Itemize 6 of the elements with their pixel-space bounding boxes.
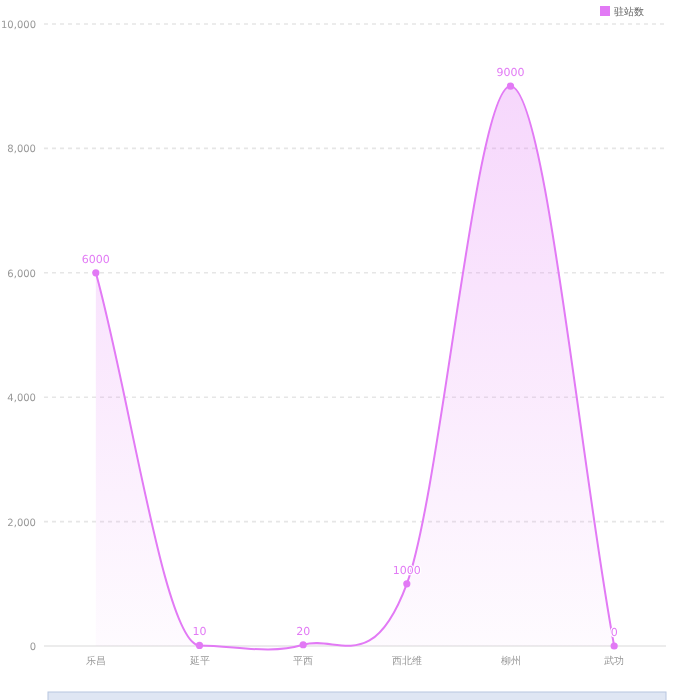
point	[92, 269, 100, 277]
point	[195, 641, 204, 649]
point	[299, 641, 307, 649]
point	[610, 642, 618, 650]
point	[506, 82, 515, 90]
point	[403, 580, 411, 588]
